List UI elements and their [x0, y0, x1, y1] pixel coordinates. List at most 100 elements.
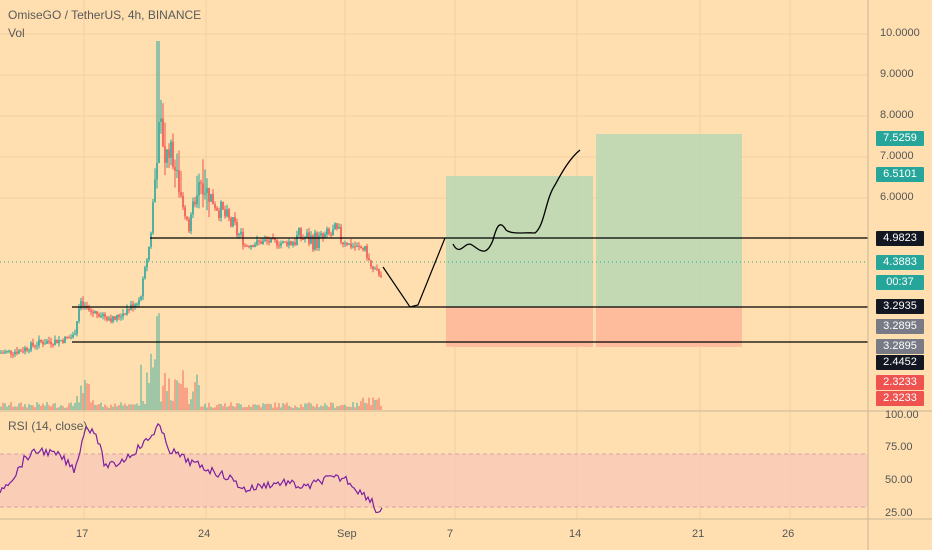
candle-body — [48, 341, 50, 343]
volume-bar — [182, 370, 184, 410]
time-axis-label[interactable]: 7 — [447, 528, 454, 540]
candle-body — [178, 170, 180, 193]
volume-bar — [242, 407, 244, 410]
candle-body — [8, 350, 10, 352]
candle-body — [28, 350, 30, 352]
time-axis-label[interactable]: 17 — [76, 528, 89, 540]
volume-bar — [268, 403, 270, 410]
volume-bar — [126, 405, 128, 410]
volume-bar — [368, 397, 370, 410]
volume-bar — [14, 406, 16, 410]
candle-body — [360, 246, 362, 249]
candle-body — [368, 258, 370, 261]
volume-bar — [280, 407, 282, 410]
candle-body — [10, 350, 12, 355]
volume-bar — [108, 407, 110, 410]
symbol-title[interactable]: OmiseGO / TetherUS, 4h, BINANCE — [8, 8, 202, 22]
volume-bar — [196, 374, 198, 410]
candle-body — [376, 268, 378, 270]
candle-body — [154, 179, 156, 203]
volume-bar — [28, 404, 30, 410]
candle-body — [216, 208, 218, 211]
volume-bar — [192, 391, 194, 410]
candle-body — [36, 345, 38, 347]
volume-bar — [144, 403, 146, 410]
time-axis-label[interactable]: 21 — [692, 528, 705, 540]
candle-body — [64, 336, 66, 343]
time-axis-label[interactable]: 26 — [782, 528, 795, 540]
candle-body — [286, 242, 288, 246]
candle-body — [372, 266, 374, 270]
volume-bar — [90, 402, 92, 410]
volume-bar — [244, 407, 246, 410]
candle-body — [188, 219, 190, 232]
volume-bar — [252, 404, 254, 410]
volume-bar — [194, 382, 196, 410]
volume-bar — [324, 403, 326, 410]
volume-bar — [318, 407, 320, 410]
volume-bar — [198, 385, 200, 410]
volume-bar — [276, 407, 278, 410]
volume-bar — [350, 406, 352, 410]
candle-body — [192, 201, 194, 215]
candle-body — [254, 244, 256, 247]
candle-body — [250, 245, 252, 248]
time-axis-label[interactable]: Sep — [337, 528, 357, 540]
volume-bar — [116, 406, 118, 410]
candle-body — [194, 201, 196, 205]
volume-bar — [278, 403, 280, 410]
candle-body — [206, 188, 208, 193]
candle-body — [282, 241, 284, 244]
candle-body — [364, 246, 366, 251]
candle-body — [248, 246, 250, 248]
candle-body — [218, 210, 220, 218]
volume-bar — [32, 405, 34, 410]
volume-bar — [168, 378, 170, 410]
volume-bar — [364, 402, 366, 410]
volume-bar — [0, 406, 2, 410]
volume-bar — [100, 402, 102, 410]
candle-body — [228, 209, 230, 218]
candle-body — [338, 227, 340, 229]
volume-bar — [70, 402, 72, 410]
candle-body — [278, 245, 280, 247]
volume-bar — [348, 406, 350, 410]
volume-bar — [346, 406, 348, 410]
volume-label[interactable]: Vol — [8, 26, 25, 40]
price-axis-label: 7.0000 — [880, 150, 914, 162]
candle-body — [318, 235, 320, 249]
volume-bar — [64, 407, 66, 410]
candle-body — [266, 239, 268, 241]
time-axis-label[interactable]: 24 — [198, 528, 211, 540]
candle-body — [242, 231, 244, 246]
volume-bar — [150, 353, 152, 410]
rsi-axis-label: 50.00 — [885, 474, 913, 486]
volume-bar — [72, 405, 74, 410]
candle-body — [150, 232, 152, 247]
volume-bar — [124, 403, 126, 410]
candle-body — [236, 222, 238, 236]
position-zones — [446, 134, 742, 347]
candle-body — [322, 233, 324, 239]
volume-bar — [314, 407, 316, 410]
volume-bar — [282, 403, 284, 410]
volume-bar — [68, 403, 70, 410]
volume-bar — [358, 405, 360, 410]
volume-bar — [328, 406, 330, 410]
candle-body — [276, 240, 278, 246]
candle-body — [208, 188, 210, 202]
candle-body — [166, 149, 168, 163]
time-axis-label[interactable]: 14 — [569, 528, 582, 540]
volume-bar — [170, 400, 172, 410]
candle-body — [68, 337, 70, 339]
candle-body — [292, 242, 294, 246]
candle-body — [134, 304, 136, 308]
volume-bar — [264, 404, 266, 410]
rsi-label[interactable]: RSI (14, close) — [8, 419, 88, 433]
candle-body — [222, 201, 224, 210]
volume-bar — [122, 405, 124, 410]
candle-body — [56, 339, 58, 344]
candle-body — [122, 313, 124, 317]
rsi-axis-label: 100.00 — [885, 409, 919, 421]
